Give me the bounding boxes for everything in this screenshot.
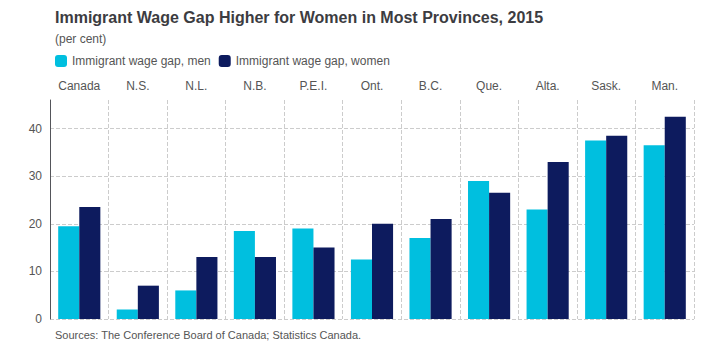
svg-text:20: 20 [29,217,43,231]
svg-text:N.S.: N.S. [126,79,149,93]
svg-text:Sask.: Sask. [591,79,621,93]
svg-text:Alta.: Alta. [536,79,560,93]
svg-text:30: 30 [29,169,43,183]
svg-text:N.B.: N.B. [243,79,266,93]
svg-text:P.E.I.: P.E.I. [300,79,328,93]
svg-text:10: 10 [29,264,43,278]
svg-text:40: 40 [29,122,43,136]
svg-text:Man.: Man. [651,79,678,93]
svg-text:Immigrant wage gap, women: Immigrant wage gap, women [236,54,390,68]
svg-text:Immigrant Wage Gap Higher for: Immigrant Wage Gap Higher for Women in M… [55,9,543,26]
svg-text:0: 0 [35,312,42,326]
svg-text:(per cent): (per cent) [55,32,106,46]
svg-text:Que.: Que. [476,79,502,93]
svg-text:Sources: The Conference Board: Sources: The Conference Board of Canada;… [55,329,361,341]
svg-text:Canada: Canada [58,79,100,93]
svg-text:B.C.: B.C. [419,79,442,93]
svg-text:Immigrant wage gap, men: Immigrant wage gap, men [72,54,211,68]
svg-text:N.L.: N.L. [185,79,207,93]
svg-text:Ont.: Ont. [361,79,384,93]
